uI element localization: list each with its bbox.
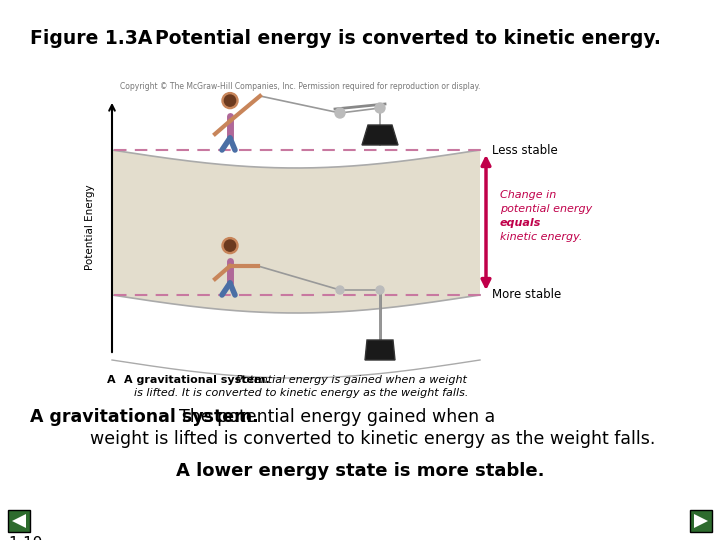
Text: A gravitational system.: A gravitational system.: [124, 375, 270, 385]
Text: equals: equals: [500, 218, 541, 227]
Polygon shape: [365, 340, 395, 360]
Circle shape: [376, 286, 384, 294]
Text: Copyright © The McGraw-Hill Companies, Inc. Permission required for reproduction: Copyright © The McGraw-Hill Companies, I…: [120, 82, 480, 91]
Text: Potential Energy: Potential Energy: [85, 185, 95, 271]
Polygon shape: [112, 150, 480, 313]
Text: Potential energy is converted to kinetic energy.: Potential energy is converted to kinetic…: [155, 29, 661, 48]
Text: is lifted. It is converted to kinetic energy as the weight falls.: is lifted. It is converted to kinetic en…: [134, 388, 469, 398]
Text: More stable: More stable: [492, 288, 562, 301]
Circle shape: [335, 108, 345, 118]
Circle shape: [222, 92, 238, 109]
Text: 1-19: 1-19: [8, 536, 42, 540]
FancyBboxPatch shape: [8, 510, 30, 532]
Text: A lower energy state is more stable.: A lower energy state is more stable.: [176, 462, 544, 480]
Circle shape: [225, 240, 235, 251]
Text: The potential energy gained when a: The potential energy gained when a: [168, 408, 495, 426]
Text: A: A: [107, 375, 116, 385]
Polygon shape: [694, 514, 708, 528]
Text: kinetic energy.: kinetic energy.: [500, 232, 582, 241]
Ellipse shape: [365, 348, 395, 356]
Circle shape: [336, 286, 344, 294]
Circle shape: [222, 238, 238, 254]
Text: Figure 1.3A: Figure 1.3A: [30, 29, 153, 48]
Text: Change in: Change in: [500, 190, 557, 199]
Text: Less stable: Less stable: [492, 144, 558, 157]
Text: A gravitational system.: A gravitational system.: [30, 408, 258, 426]
Circle shape: [375, 103, 385, 113]
Text: weight is lifted is converted to kinetic energy as the weight falls.: weight is lifted is converted to kinetic…: [90, 430, 655, 448]
Polygon shape: [362, 125, 398, 145]
FancyBboxPatch shape: [690, 510, 712, 532]
Polygon shape: [12, 514, 26, 528]
Text: Potential energy is gained when a weight: Potential energy is gained when a weight: [229, 375, 467, 385]
Circle shape: [225, 95, 235, 106]
Text: potential energy: potential energy: [500, 204, 593, 213]
